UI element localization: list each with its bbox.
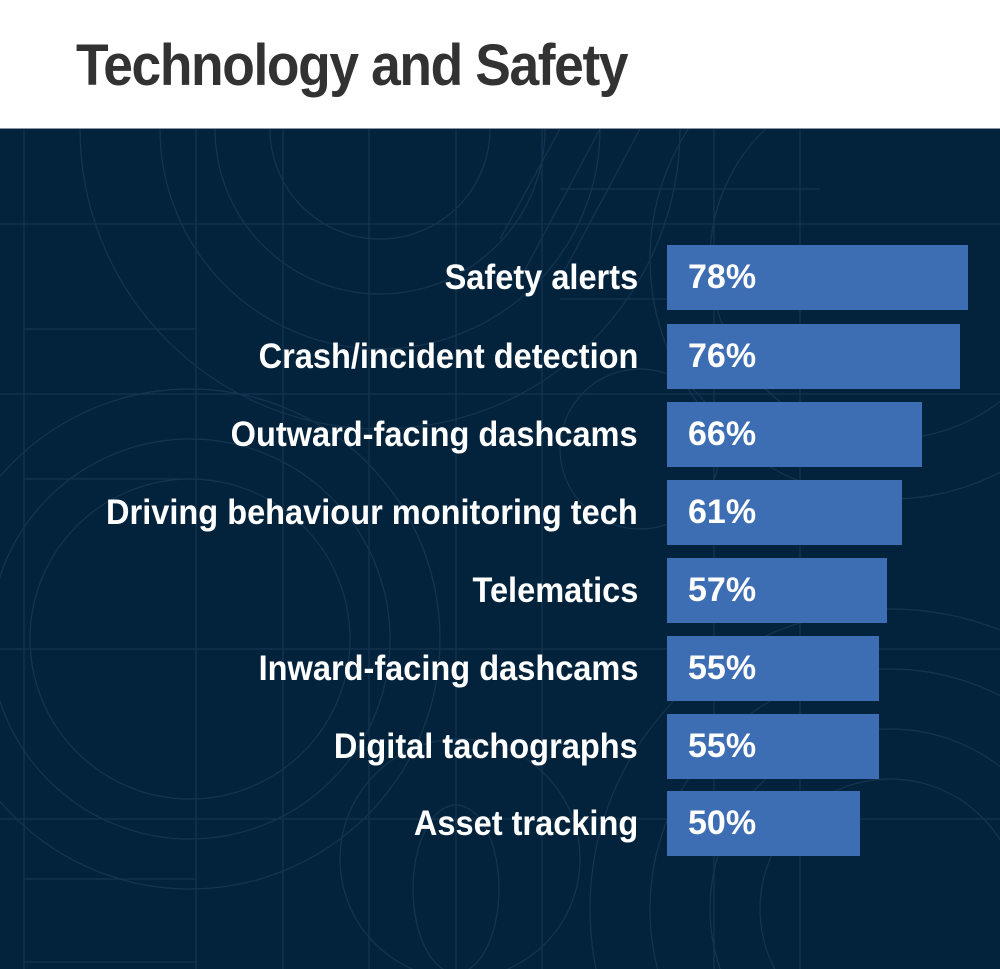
blueprint-background-pattern [0,129,1000,969]
chart-panel: Safety alerts 78% Crash/incident detecti… [0,129,1000,969]
bar-row: Safety alerts 78% [0,245,1000,310]
category-label: Outward-facing dashcams [231,415,638,454]
category-label: Driving behaviour monitoring tech [106,493,638,532]
category-label: Safety alerts [444,258,638,297]
bar: 55% [667,714,879,779]
bar-row: Telematics 57% [0,558,1000,623]
value-label: 50% [688,804,757,842]
bar: 57% [667,558,887,623]
bar: 76% [667,324,960,389]
value-label: 61% [688,493,757,531]
value-label: 55% [688,649,757,687]
bar-row: Inward-facing dashcams 55% [0,636,1000,701]
bar-row: Driving behaviour monitoring tech 61% [0,480,1000,545]
bar-row: Asset tracking 50% [0,791,1000,856]
category-label: Digital tachographs [334,727,638,766]
bar: 61% [667,480,902,545]
value-label: 57% [688,571,757,609]
bar-row: Crash/incident detection 76% [0,324,1000,389]
bar-row: Digital tachographs 55% [0,714,1000,779]
header: Technology and Safety [0,0,1000,129]
category-label: Asset tracking [413,804,638,843]
category-label: Crash/incident detection [258,337,638,376]
value-label: 78% [688,258,757,296]
bar: 66% [667,402,922,467]
bar-row: Outward-facing dashcams 66% [0,402,1000,467]
bar: 50% [667,791,860,856]
category-label: Telematics [472,571,638,610]
value-label: 76% [688,337,757,375]
bar: 78% [667,245,968,310]
category-label: Inward-facing dashcams [258,649,638,688]
value-label: 55% [688,727,757,765]
chart-title: Technology and Safety [76,33,629,98]
bar: 55% [667,636,879,701]
value-label: 66% [688,415,757,453]
